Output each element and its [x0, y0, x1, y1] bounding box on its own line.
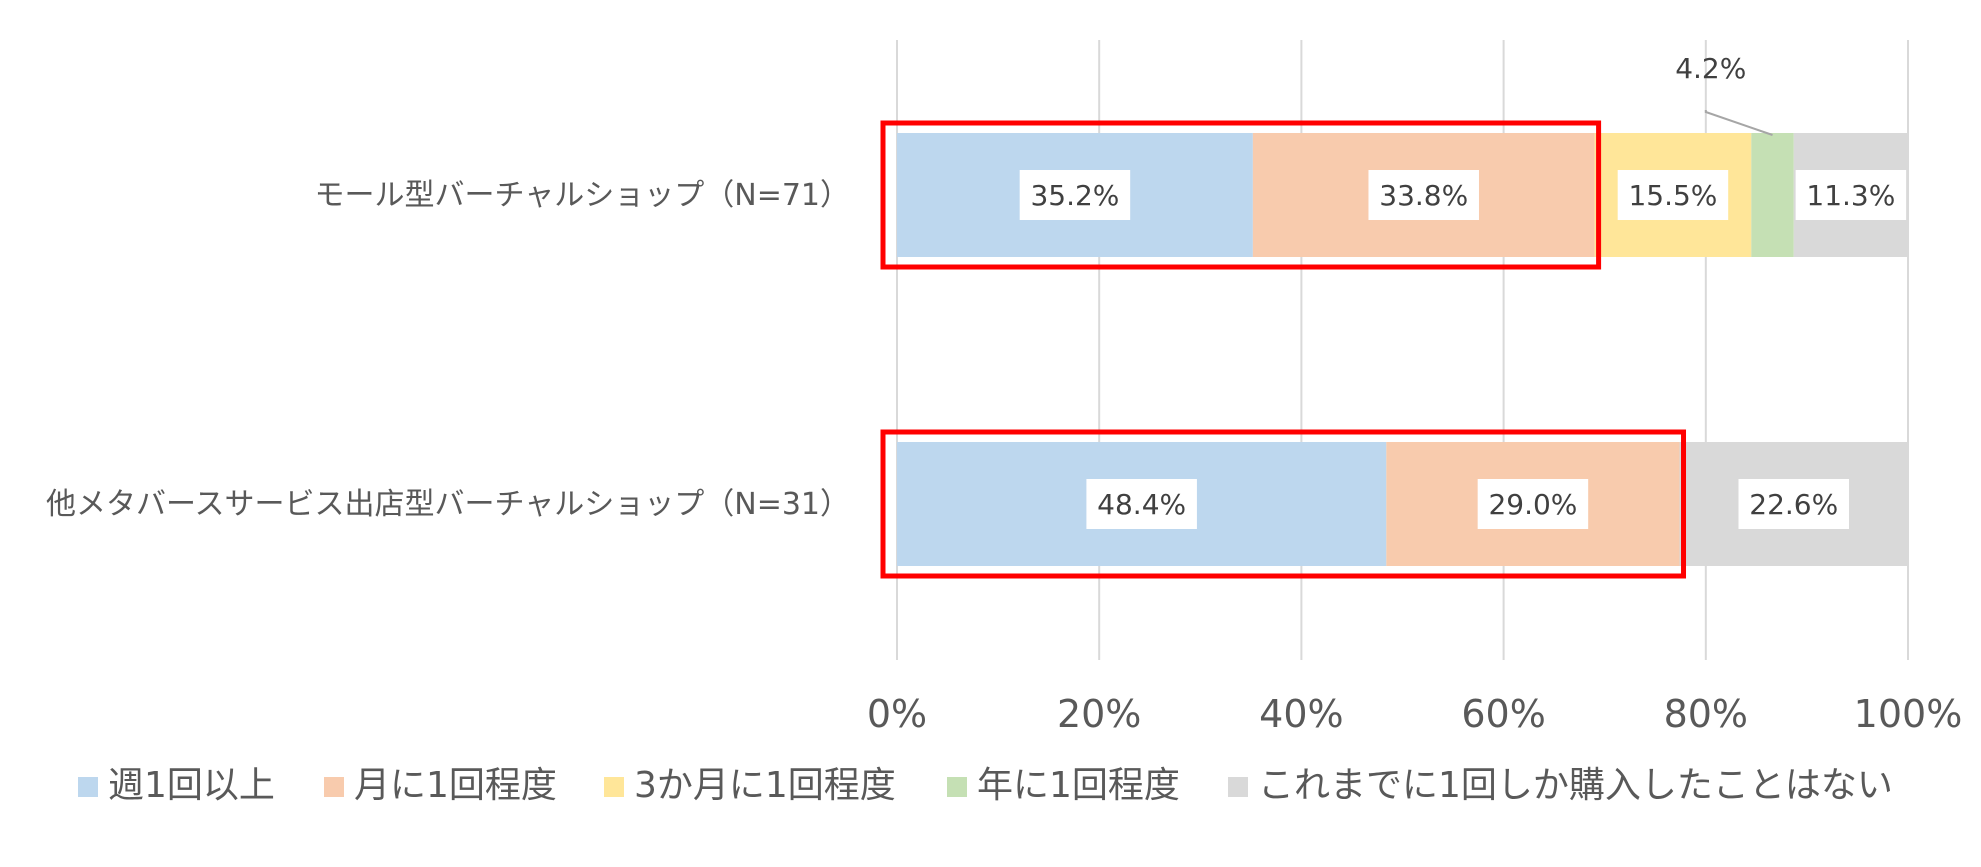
data-label: 48.4%	[1097, 488, 1186, 521]
data-label: 33.8%	[1379, 179, 1468, 212]
x-tick-label: 60%	[1461, 692, 1545, 736]
data-label-box	[1086, 479, 1197, 529]
x-tick-label: 40%	[1259, 692, 1343, 736]
legend: 週1回以上 月に1回程度 3か月に1回程度 年に1回程度 これまでに1回しか購入したこと…	[78, 765, 1893, 806]
highlight-box	[880, 429, 1687, 579]
x-tick-label: 80%	[1664, 692, 1748, 736]
legend-swatch	[78, 777, 98, 797]
legend-label: 月に1回程度	[354, 765, 557, 806]
data-labels: 35.2% 33.8% 15.5% 4.2% 11.3% 48.4% 29.0% 22.6%	[1019, 52, 1907, 529]
legend-swatch	[324, 777, 344, 797]
data-label-box	[1019, 170, 1131, 220]
leader-line	[1704, 110, 1773, 136]
data-label-box	[1738, 479, 1850, 529]
category-label: 他メタバースサービス出店型バーチャルショップ（N=31）	[46, 487, 850, 522]
data-label-box	[1477, 479, 1589, 529]
highlight-box	[880, 120, 1602, 270]
category-labels: モール型バーチャルショップ（N=71） 他メタバースサービス出店型バーチャルショッ…	[46, 178, 850, 522]
data-label: 11.3%	[1806, 179, 1895, 212]
data-label: 35.2%	[1030, 179, 1119, 212]
data-label: 29.0%	[1488, 488, 1577, 521]
legend-swatch	[1228, 777, 1248, 797]
legend-swatch	[947, 777, 967, 797]
data-label-box	[1795, 170, 1907, 220]
data-label-box	[1368, 170, 1479, 220]
category-label: モール型バーチャルショップ（N=71）	[315, 178, 850, 213]
legend-label: 週1回以上	[108, 765, 275, 806]
data-label: 15.5%	[1628, 179, 1717, 212]
highlight-boxes	[880, 120, 1687, 579]
legend-swatch	[604, 777, 624, 797]
data-label: 22.6%	[1749, 488, 1838, 521]
legend-label: これまでに1回しか購入したことはない	[1258, 765, 1893, 806]
x-tick-label: 20%	[1057, 692, 1141, 736]
data-label: 4.2%	[1675, 52, 1746, 85]
x-tick-label: 100%	[1854, 692, 1963, 736]
x-tick-label: 0%	[867, 692, 927, 736]
data-label-box	[1617, 170, 1729, 220]
bar-segment	[1751, 133, 1794, 257]
legend-label: 3か月に1回程度	[634, 765, 896, 806]
legend-label: 年に1回程度	[977, 765, 1180, 806]
x-axis-ticks: 0% 20% 40% 60% 80% 100%	[867, 692, 1962, 736]
